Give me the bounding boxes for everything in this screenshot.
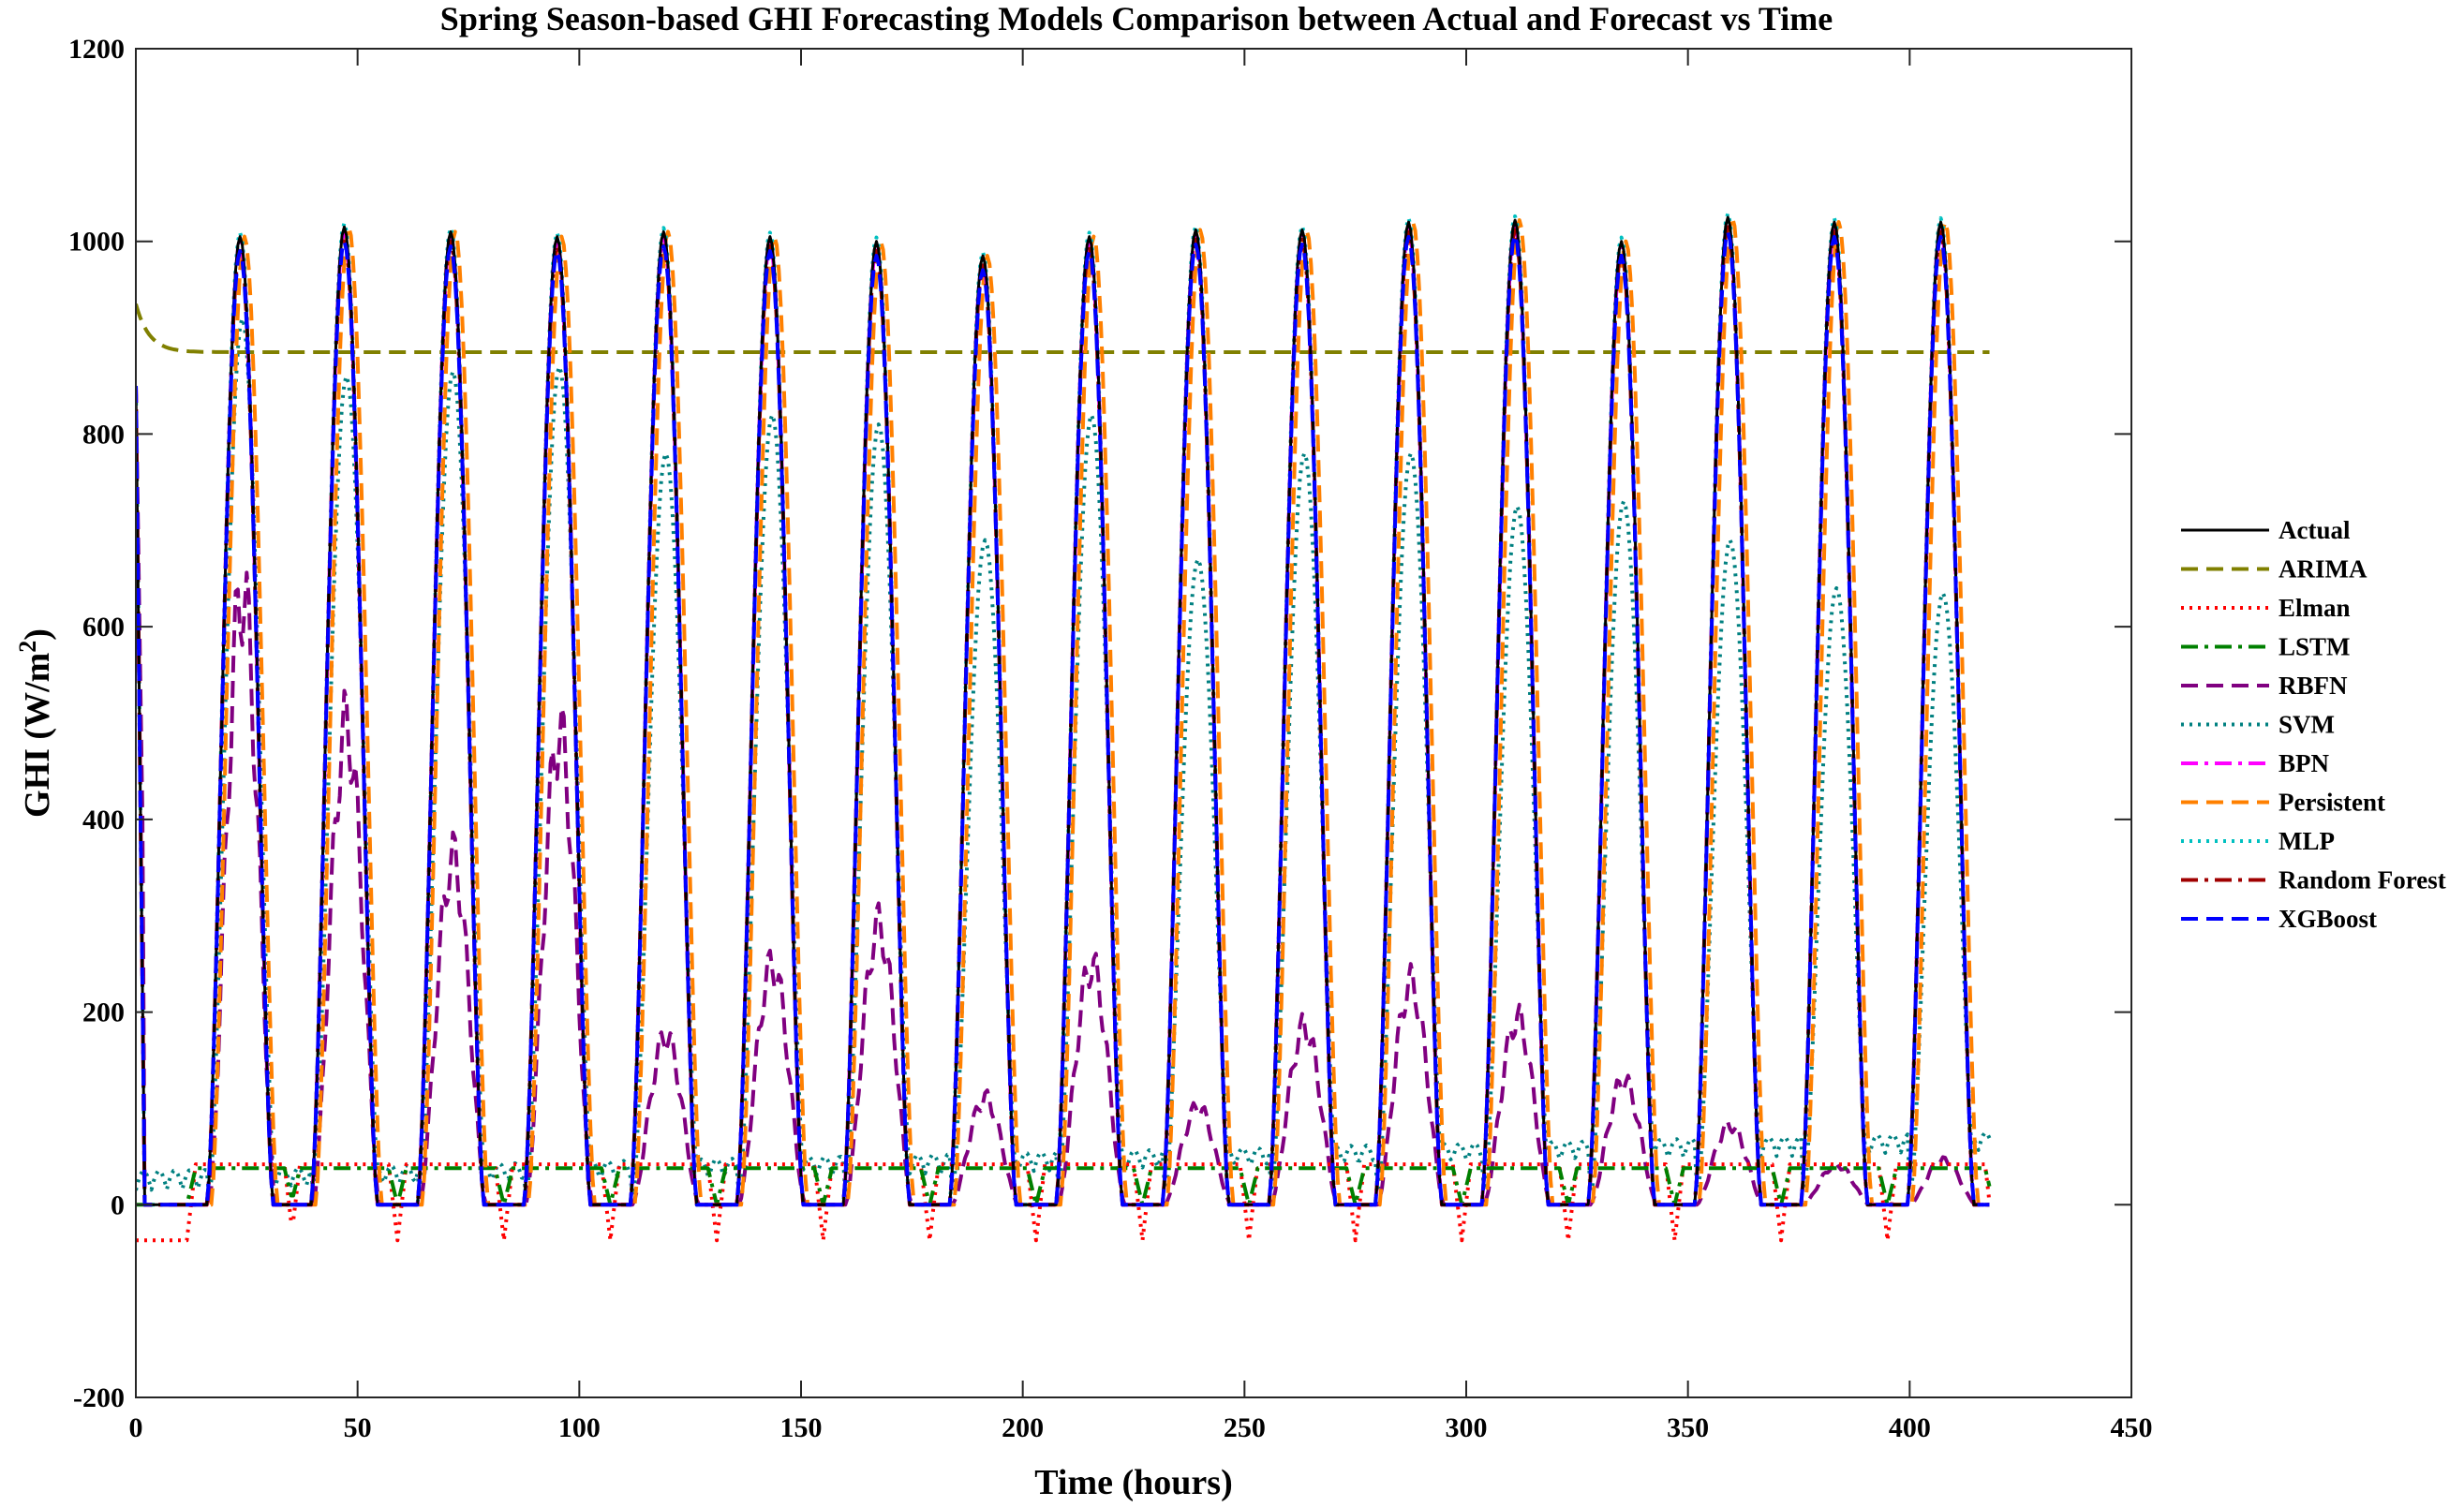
- legend-item: Persistent: [2181, 789, 2385, 817]
- x-tick-label: 450: [2111, 1412, 2153, 1443]
- legend-label: LSTM: [2278, 633, 2351, 661]
- legend-label: RBFN: [2278, 672, 2348, 700]
- legend-label: Persistent: [2278, 789, 2385, 817]
- x-tick-label: 400: [1889, 1412, 1931, 1443]
- legend-label: Actual: [2278, 516, 2351, 544]
- plot-frame: [135, 48, 2132, 1398]
- x-tick-label: 300: [1446, 1412, 1488, 1443]
- plot-area: [136, 211, 1992, 1243]
- y-tick-label: 0: [111, 1189, 125, 1220]
- legend-item: BPN: [2181, 749, 2330, 777]
- x-tick-label: 150: [780, 1412, 823, 1443]
- legend-item: ARIMA: [2181, 555, 2368, 584]
- y-axis: -200 0 200 400 600 800 1000 1200: [68, 34, 2131, 1413]
- legend-label: Random Forest: [2278, 866, 2446, 894]
- legend-item: SVM: [2181, 711, 2335, 739]
- legend-label: BPN: [2278, 749, 2330, 777]
- x-tick-label: 350: [1667, 1412, 1709, 1443]
- series-line-rbfn: [136, 385, 1990, 1207]
- legend-item: Elman: [2181, 594, 2351, 622]
- x-axis-label: Time (hours): [1034, 1463, 1232, 1502]
- series-line-xgboost: [136, 229, 1990, 1207]
- chart-title: Spring Season-based GHI Forecasting Mode…: [440, 0, 1833, 37]
- legend-item: Actual: [2181, 516, 2351, 544]
- legend-item: RBFN: [2181, 672, 2348, 700]
- y-tick-label: 800: [82, 419, 125, 450]
- x-tick-label: 200: [1002, 1412, 1044, 1443]
- legend: Actual ARIMA Elman LSTM RBFN SVM BPN Persistent…: [2181, 516, 2446, 933]
- series-layer: [136, 211, 1992, 1243]
- x-tick-label: 0: [129, 1412, 143, 1443]
- y-tick-label: 1000: [68, 227, 125, 258]
- legend-item: MLP: [2181, 827, 2335, 855]
- legend-label: XGBoost: [2278, 905, 2377, 933]
- y-tick-label: 400: [82, 805, 125, 835]
- series-line-lstm: [136, 1166, 1992, 1207]
- x-tick-label: 50: [344, 1412, 372, 1443]
- legend-label: MLP: [2278, 827, 2335, 855]
- y-tick-label: 1200: [68, 34, 125, 65]
- x-tick-label: 250: [1224, 1412, 1266, 1443]
- series-line-svm: [136, 317, 1992, 1198]
- y-tick-label: 600: [82, 612, 125, 643]
- series-line-arima: [136, 303, 1990, 354]
- legend-item: LSTM: [2181, 633, 2351, 661]
- x-axis: 0 50 100 150 200 250 300 350 400 450: [129, 49, 2153, 1443]
- x-tick-label: 100: [558, 1412, 601, 1443]
- y-tick-label: -200: [73, 1382, 125, 1413]
- series-line-actual: [136, 215, 1990, 1206]
- legend-item: XGBoost: [2181, 905, 2377, 933]
- legend-label: SVM: [2278, 711, 2335, 739]
- legend-item: Random Forest: [2181, 866, 2446, 894]
- legend-label: ARIMA: [2278, 555, 2368, 584]
- y-axis-label: GHI (W/m2): [14, 628, 57, 818]
- legend-label: Elman: [2278, 594, 2351, 622]
- y-tick-label: 200: [82, 997, 125, 1028]
